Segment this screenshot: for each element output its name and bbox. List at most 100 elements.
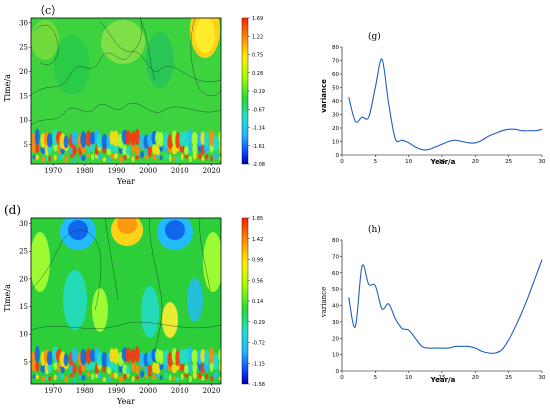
wavelet-blob [91, 153, 95, 161]
x-tick-label: 1990 [108, 387, 126, 395]
wavelet-blob [96, 133, 103, 149]
y-tick-label: 25 [19, 248, 28, 256]
wavelet-blob [175, 349, 181, 367]
wavelet-blob [46, 350, 53, 366]
wavelet-blob [80, 363, 87, 372]
wavelet-blob [53, 154, 57, 161]
colorbar-tick-label: -0.67 [252, 107, 265, 113]
wavelet-blob [179, 144, 185, 153]
wavelet-blob [135, 155, 140, 160]
wavelet-blob [155, 362, 161, 375]
panel-c-colorbar-ticks: 1.69 1.22 0.75 0.28 -0.19 -0.67 -1.14 -1.61 -2.0… [248, 16, 265, 168]
wavelet-blob [40, 144, 46, 155]
wavelet-blob [58, 153, 61, 160]
wavelet-blob [64, 155, 68, 163]
wavelet-blob [58, 373, 61, 380]
wavelet-blob [80, 131, 87, 148]
wavelet-blob [112, 348, 119, 365]
panel-h-label: (h) [368, 224, 381, 235]
x-tick-label: 20 [472, 375, 479, 381]
wavelet-blob [32, 154, 36, 160]
colorbar-tick-label: 0.14 [252, 299, 263, 305]
wavelet-blob [204, 373, 209, 380]
wavelet-blob [164, 152, 168, 160]
y-tick-label: 30 [19, 220, 28, 228]
wavelet-blob [81, 154, 86, 162]
wavelet-blob [102, 377, 107, 382]
wavelet-blob [118, 155, 124, 163]
colorbar-tick-label: -2.08 [252, 162, 265, 168]
x-tick-label: 2010 [171, 167, 189, 175]
wavelet-blob [204, 349, 210, 365]
wavelet-blob [131, 361, 136, 373]
wavelet-blob [101, 133, 108, 150]
y-tick-label: 60 [332, 72, 339, 78]
wavelet-blob [158, 349, 164, 365]
panel-g-ylabel: variance [320, 79, 328, 113]
y-tick-label: 30 [19, 19, 28, 27]
wavelet-blob [61, 373, 64, 380]
wavelet-blob [34, 346, 40, 363]
wavelet-blob [218, 348, 221, 362]
wavelet-blob [188, 346, 193, 363]
wavelet-blob [213, 152, 218, 160]
y-tick-label: 80 [332, 238, 339, 244]
wavelet-blob [110, 153, 114, 160]
wavelet-blob [192, 362, 198, 374]
y-tick-label: 5 [24, 358, 28, 366]
panel-d-ylabel: Time/a [3, 284, 12, 312]
wavelet-blob [218, 156, 221, 161]
wavelet-blob [159, 375, 163, 381]
wavelet-field-d [31, 218, 221, 384]
wavelet-blob [188, 128, 193, 146]
panel-g: 0 5 10 15 20 25 30 0 10 20 30 40 50 60 70 80 (g) varian… [320, 31, 546, 166]
x-tick-label: 15 [439, 159, 446, 165]
panel-c-x-ticks: 1970 1980 1990 2000 2010 2020 [44, 164, 220, 175]
wavelet-blob [188, 144, 193, 155]
panel-g-series-line [348, 58, 543, 151]
wavelet-blob [86, 152, 91, 159]
wavelet-blob [71, 348, 78, 363]
wavelet-blob [126, 145, 131, 156]
wavelet-blob [204, 131, 210, 147]
x-tick-label: 2010 [171, 387, 189, 395]
panel-c-y-ticks: 5 10 15 20 25 30 [19, 19, 31, 149]
colorbar-tick-label: 1.42 [252, 237, 263, 243]
y-tick-label: 10 [332, 353, 339, 359]
wavelet-blob [212, 135, 219, 149]
panel-h: 0 5 10 15 20 25 30 0 10 20 30 40 50 60 70 80 (h) varian… [320, 224, 546, 384]
wavelet-blob [72, 364, 77, 375]
wavelet-blob [184, 145, 189, 156]
y-tick-label: 40 [332, 99, 339, 105]
wavelet-blob [48, 375, 52, 382]
wavelet-blob [35, 361, 40, 372]
y-tick-label: 60 [332, 271, 339, 277]
colorbar-tick-label: -0.29 [252, 320, 265, 326]
x-tick-label: 10 [405, 375, 412, 381]
wavelet-blob [147, 145, 152, 155]
wavelet-blob [91, 373, 95, 380]
wavelet-blob [147, 364, 152, 374]
wavelet-blob [179, 362, 185, 372]
y-tick-label: 5 [24, 141, 28, 149]
wavelet-blob [97, 373, 102, 379]
wavelet-blob [123, 153, 127, 161]
wavelet-blob [45, 155, 49, 161]
panel-c-colorbar [241, 17, 249, 165]
y-tick-label: 70 [332, 59, 339, 65]
wavelet-blob [146, 351, 153, 365]
wavelet-blob [167, 134, 173, 149]
wavelet-blob [73, 156, 76, 164]
wavelet-blob [101, 351, 108, 368]
panel-d: (d) Time/a Year 1970 1980 1990 2000 2010 2020… [3, 203, 265, 406]
wavelet-blob [192, 143, 198, 155]
wavelet-blob [210, 375, 213, 382]
x-tick-label: 5 [374, 159, 378, 165]
wavelet-blob [144, 365, 149, 375]
panel-d-xlabel: Year [116, 397, 135, 406]
wavelet-blob [168, 154, 172, 162]
x-tick-label: 30 [539, 159, 546, 165]
wavelet-blob [113, 144, 118, 154]
wavelet-blob [86, 371, 91, 378]
wavelet-blob [155, 144, 161, 156]
